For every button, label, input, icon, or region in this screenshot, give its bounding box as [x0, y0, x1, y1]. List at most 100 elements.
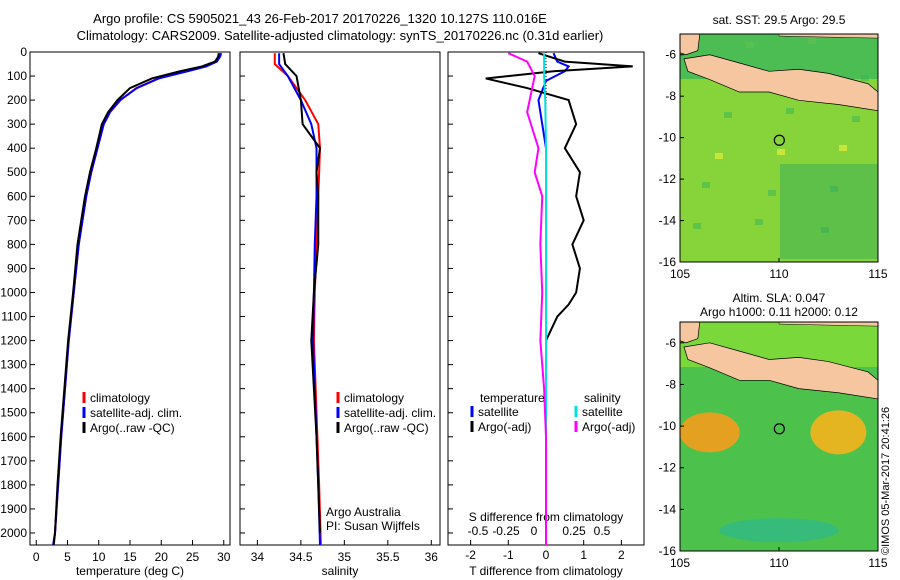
legend-label: climatology	[90, 391, 150, 405]
x-axis-label-salinity: salinity	[322, 564, 359, 578]
y-tick-label: 1600	[0, 430, 27, 444]
sst-cell	[715, 153, 723, 159]
x-tick-label-temperature: 15	[123, 550, 137, 564]
legend-label: satellite-adj. clim.	[344, 406, 436, 420]
map-y-tick-label: -8	[665, 89, 676, 103]
y-tick-label: 400	[7, 141, 27, 155]
x-tick-label-difference: 0	[543, 548, 550, 562]
map-x-tick-label: 105	[670, 556, 690, 570]
sst-cell	[755, 219, 763, 225]
sst-cell	[786, 108, 794, 114]
map-x-tick-label: 110	[769, 556, 788, 570]
y-tick-label: 200	[7, 93, 27, 107]
x-axis-label-difference: T difference from climatology	[469, 564, 623, 578]
sst-cell	[852, 116, 860, 122]
x-axis-label-temperature: temperature (deg C)	[76, 564, 184, 578]
y-tick-label: 1700	[0, 454, 27, 468]
map-y-tick-label: -6	[665, 48, 676, 62]
y-tick-label: 1100	[1, 310, 27, 324]
series-line-temperature-climatology	[52, 53, 221, 546]
y-tick-label: 1000	[0, 285, 27, 299]
map-y-tick-label: -14	[659, 502, 677, 516]
map-x-tick-label: 115	[868, 556, 887, 570]
sla-anomaly	[810, 410, 867, 455]
x-tick-label-salinity: 34.5	[289, 550, 313, 564]
series-line-S-Argo(-adj)	[507, 52, 547, 545]
y-tick-label: 1900	[0, 502, 27, 516]
map-y-tick-label: -8	[665, 377, 676, 391]
x-tick-label-salinity: 36	[425, 550, 439, 564]
x-tick-label-temperature: 25	[186, 550, 200, 564]
sla-anomaly	[679, 412, 740, 453]
s-tick-label: 0.25	[562, 524, 586, 538]
x-tick-label-temperature: 10	[92, 550, 106, 564]
legend-title-temperature: temperature	[480, 391, 545, 405]
sst-cell	[724, 112, 732, 118]
map-y-tick-label: -16	[659, 255, 677, 269]
series-line-T-Argo(-adj)	[485, 52, 633, 545]
map-y-tick-label: -10	[659, 419, 677, 433]
sla-anomaly	[719, 518, 839, 543]
legend-label: satellite	[582, 405, 623, 419]
series-line-temperature-satellite-adj. clim.	[52, 52, 223, 546]
legend-label: Argo(-adj)	[478, 420, 531, 434]
y-tick-label: 1300	[0, 358, 27, 372]
legend-title-salinity: salinity	[584, 391, 621, 405]
map-title-sst: sat. SST: 29.5 Argo: 29.5	[713, 13, 846, 27]
map-subtitle-sla: Argo h1000: 0.11 h2000: 0.12	[700, 305, 858, 319]
sst-cell	[768, 190, 776, 196]
x-tick-label-temperature: 0	[33, 550, 40, 564]
y-tick-label: 600	[7, 189, 27, 203]
s-tick-label: -0.5	[468, 524, 489, 538]
legend-label: satellite-adj. clim.	[90, 406, 182, 420]
map-y-tick-label: -12	[659, 172, 677, 186]
x-tick-label-temperature: 30	[217, 550, 231, 564]
map-y-tick-label: -6	[665, 336, 676, 350]
sst-cell	[839, 145, 847, 151]
sst-cell	[693, 223, 701, 229]
x-tick-label-salinity: 34	[251, 550, 265, 564]
map-x-tick-label: 105	[670, 267, 690, 281]
x-tick-label-temperature: 5	[64, 550, 71, 564]
y-tick-label: 900	[7, 261, 27, 275]
annotation-text: PI: Susan Wijffels	[326, 519, 420, 533]
map-x-tick-label: 110	[769, 267, 788, 281]
series-line-S-satellite	[543, 53, 547, 545]
copyright-text: ©IMOS 05-Mar-2017 20:41:26	[880, 406, 892, 555]
chart-title-line1: Argo profile: CS 5905021_43 26-Feb-2017 …	[93, 11, 547, 26]
sst-cell	[702, 182, 710, 188]
x-tick-label-salinity: 35	[338, 550, 352, 564]
argo-location-marker	[773, 423, 785, 435]
x-tick-label-temperature: 20	[155, 550, 169, 564]
y-tick-label: 2000	[0, 526, 27, 540]
y-tick-label: 100	[7, 69, 27, 83]
legend-label: Argo(..raw -QC)	[344, 421, 429, 435]
legend-label: Argo(..raw -QC)	[90, 421, 175, 435]
map-title-sla: Altim. SLA: 0.047	[733, 291, 826, 305]
annotation-text: Argo Australia	[326, 505, 401, 519]
y-tick-label: 500	[7, 165, 27, 179]
map-y-tick-label: -16	[659, 544, 677, 558]
legend-label: satellite	[478, 405, 519, 419]
y-tick-label: 1500	[0, 406, 27, 420]
y-tick-label: 800	[7, 237, 27, 251]
s-tick-label: 0	[531, 524, 538, 538]
x-tick-label-difference: -1	[503, 548, 514, 562]
x-tick-label-salinity: 35.5	[376, 550, 400, 564]
series-line-T-satellite	[537, 52, 571, 545]
y-tick-label: 1800	[0, 478, 27, 492]
y-tick-label: 1200	[0, 334, 27, 348]
y-tick-label: 700	[7, 213, 27, 227]
map-y-tick-label: -12	[659, 461, 677, 475]
plot-frame-salinity	[239, 51, 441, 546]
x-tick-label-difference: 2	[618, 548, 625, 562]
sst-cell	[821, 227, 829, 233]
map-y-tick-label: -10	[659, 131, 677, 145]
sst-cell	[777, 149, 785, 155]
legend-label: climatology	[344, 391, 404, 405]
y-tick-label: 1400	[0, 382, 27, 396]
sst-cell	[780, 164, 878, 259]
series-line-temperature-Argo(..raw -QC)	[52, 53, 220, 546]
x-tick-label-difference: 1	[580, 548, 587, 562]
